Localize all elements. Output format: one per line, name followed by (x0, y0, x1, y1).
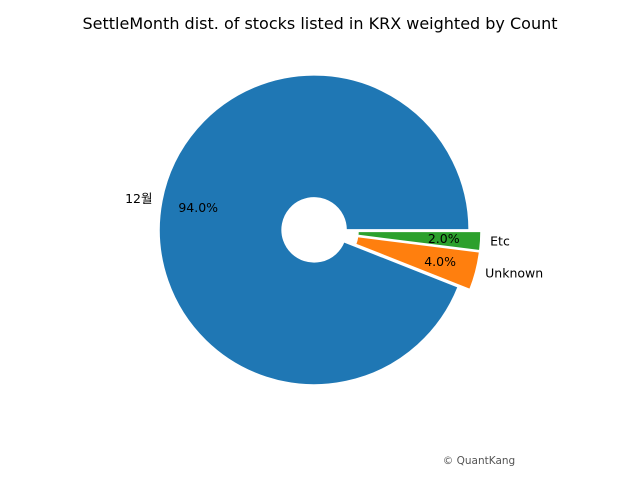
slice-percent-label: 94.0% (178, 200, 218, 215)
slice-percent-label: 2.0% (428, 231, 460, 246)
slice-label: Etc (490, 234, 510, 249)
pie-labels: Etc 2.0% Unknown 4.0% 12월 94.0% (125, 191, 543, 280)
slice-percent-label: 4.0% (424, 254, 456, 269)
pie-slice (158, 74, 470, 386)
chart-title: SettleMonth dist. of stocks listed in KR… (82, 14, 557, 33)
slice-label: 12월 (125, 191, 152, 206)
pie-slice (356, 230, 482, 252)
pie-slice (354, 235, 481, 291)
credit-text: © QuantKang (443, 455, 515, 467)
pie-slices (158, 74, 482, 386)
slice-label: Unknown (485, 265, 543, 280)
